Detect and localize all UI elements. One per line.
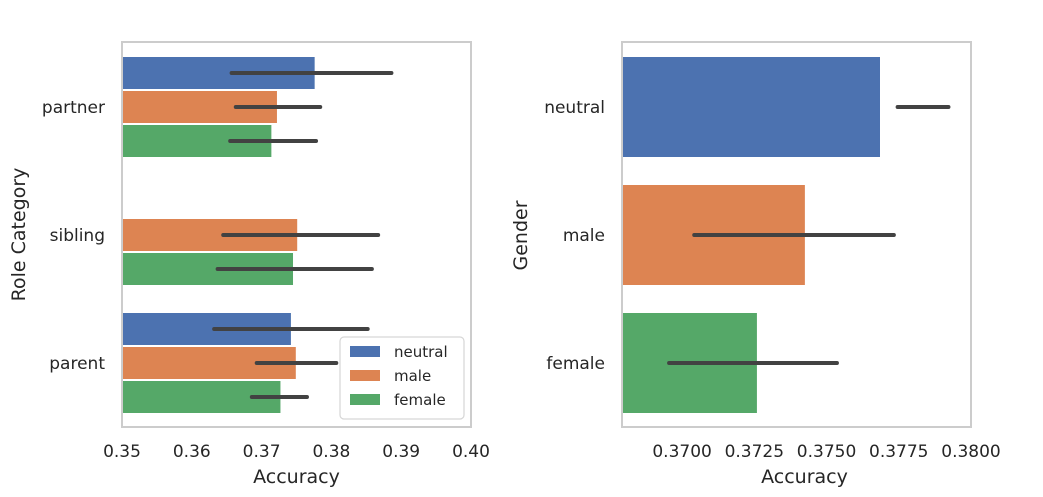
x-tick-label: 0.3750 [797,442,856,462]
legend-swatch-female [350,394,380,405]
x-tick-label: 0.3700 [652,442,711,462]
x-tick-label: 0.38 [312,442,350,462]
y-tick-label: female [546,354,605,374]
y-tick-label: partner [42,98,105,118]
y-tick-label: neutral [544,98,605,118]
x-axis-label: Accuracy [253,466,340,488]
y-axis-label: Role Category [8,168,30,302]
legend-label-female: female [394,391,446,409]
y-tick-label: sibling [50,226,105,246]
x-tick-label: 0.3725 [725,442,784,462]
x-tick-label: 0.39 [382,442,420,462]
x-tick-label: 0.3775 [869,442,928,462]
legend-label-male: male [394,367,431,385]
legend-swatch-male [350,370,380,381]
x-tick-label: 0.40 [452,442,490,462]
y-tick-label: male [563,226,605,246]
x-tick-label: 0.36 [173,442,211,462]
bar-neutral [622,57,880,157]
legend-swatch-neutral [350,346,380,357]
x-tick-label: 0.3800 [941,442,1000,462]
role-category-chart: partner sibling parent 0.35 0.36 0.37 0.38 0.39… [8,41,490,488]
plot-frame [121,41,472,428]
plot-frame [621,41,972,428]
x-tick-label: 0.37 [243,442,281,462]
x-axis-label: Accuracy [761,466,848,488]
gender-chart: neutral male female 0.3700 0.3725 0.3750 0.377… [510,41,1001,488]
y-tick-label: parent [49,354,105,374]
y-axis-label: Gender [510,200,532,270]
legend: neutral male female [339,336,465,420]
legend-label-neutral: neutral [394,343,448,361]
x-tick-label: 0.35 [103,442,141,462]
